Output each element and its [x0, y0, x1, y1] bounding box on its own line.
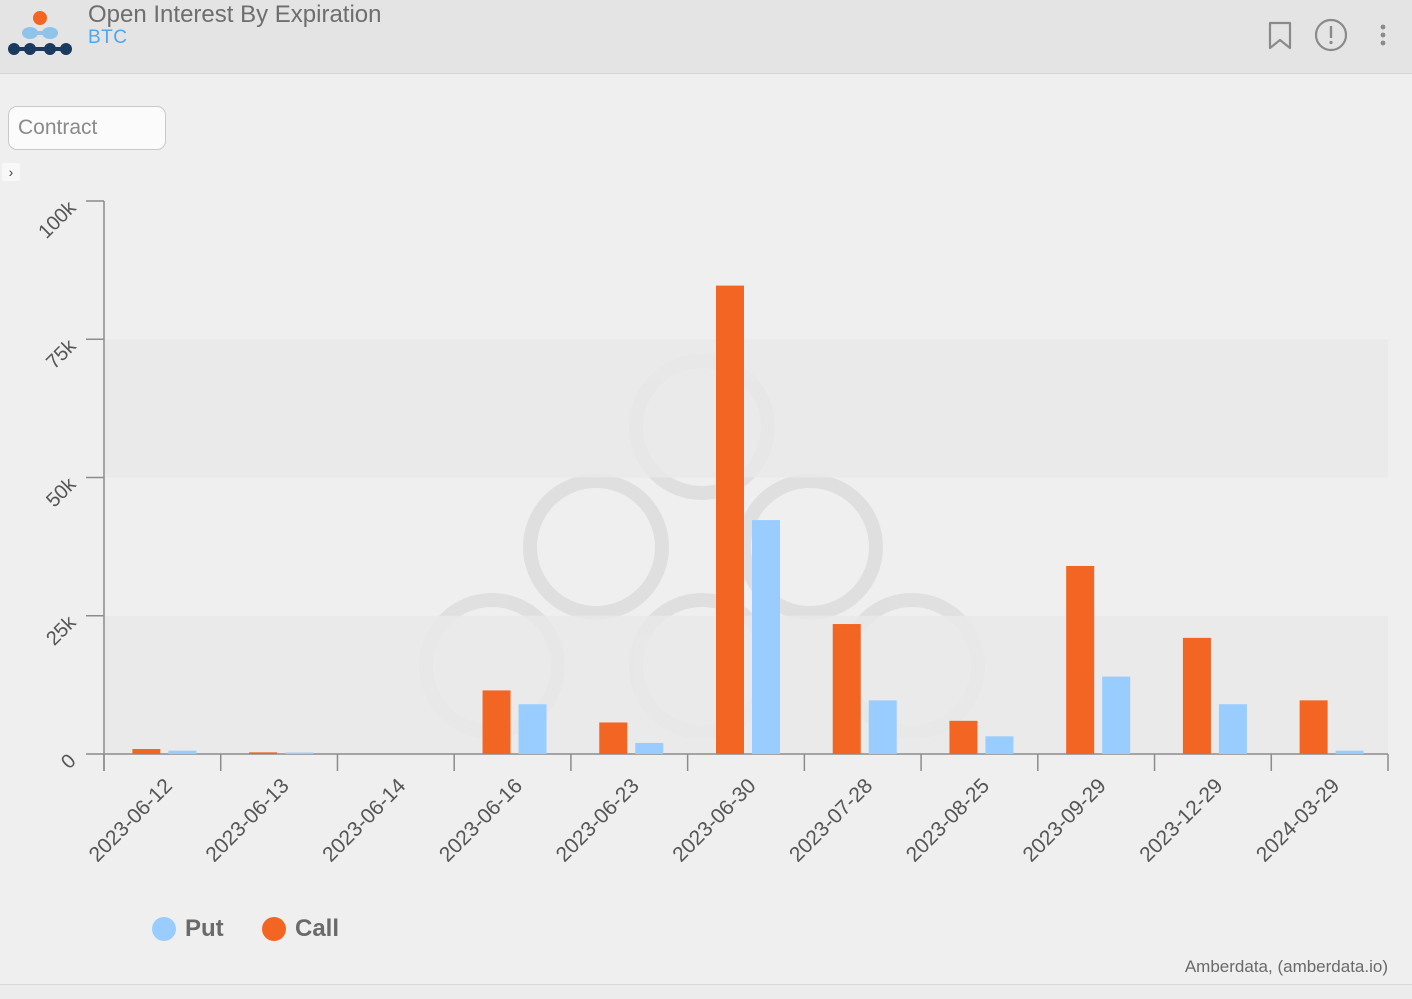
legend-label-put: Put	[185, 915, 224, 942]
bar-call-2023-09-29	[1066, 565, 1095, 754]
x-tick-label: 2023-06-23	[552, 774, 644, 866]
bar-put-2023-12-29	[1218, 704, 1247, 754]
chevron-right-icon[interactable]: ›	[2, 163, 20, 181]
bar-call-2023-06-30	[716, 285, 744, 754]
call-swatch	[262, 917, 286, 941]
panel-header: Open Interest By Expiration BTC	[0, 0, 1412, 74]
x-axis-ticks: 2023-06-12 2023-06-13 2023-06-14 2023-06-16…	[85, 754, 1389, 866]
bar-call-2023-06-12	[132, 749, 161, 754]
x-tick-label: 2023-09-29	[1018, 774, 1110, 866]
bar-put-2023-06-16	[518, 704, 547, 754]
x-tick-label: 2023-06-16	[435, 774, 527, 866]
chart-bars	[132, 285, 1364, 754]
x-tick-label: 2023-08-25	[902, 774, 994, 866]
bar-call-2023-06-16	[482, 690, 511, 754]
bar-call-2024-03-29	[1299, 700, 1328, 754]
x-tick-label: 2023-06-30	[668, 774, 760, 866]
bar-put-2023-07-28	[868, 700, 897, 754]
contract-filter-input[interactable]	[8, 106, 166, 150]
bar-call-2023-12-29	[1182, 637, 1211, 754]
bar-put-2023-06-13	[285, 752, 314, 754]
amberdata-logo	[8, 11, 72, 55]
bar-put-2023-08-25	[985, 736, 1014, 754]
bar-put-2023-09-29	[1102, 676, 1131, 754]
bar-put-2023-06-30	[752, 520, 780, 754]
bottom-bar	[0, 984, 1412, 999]
bar-call-2023-06-23	[599, 722, 628, 754]
data-source-credit: Amberdata, (amberdata.io)	[1184, 957, 1388, 976]
chart-bands	[104, 339, 1388, 754]
y-tick-label: 75k	[42, 335, 81, 374]
x-tick-label: 2023-06-12	[85, 774, 177, 866]
x-tick-label: 2024-03-29	[1252, 774, 1344, 866]
x-tick-label: 2023-06-14	[318, 774, 410, 866]
page-title: Open Interest By Expiration	[88, 1, 382, 28]
bar-call-2023-08-25	[949, 720, 978, 754]
x-tick-label: 2023-06-13	[201, 774, 293, 866]
chart-band	[104, 339, 1388, 478]
y-tick-label: 25k	[42, 611, 81, 650]
chart-band	[104, 615, 1388, 754]
bar-call-2023-07-28	[832, 624, 861, 754]
y-tick-label: 0	[57, 750, 80, 773]
put-swatch	[152, 917, 176, 941]
y-axis-ticks: 0 25k 50k 75k 100k	[34, 196, 104, 773]
x-tick-label: 2023-12-29	[1135, 774, 1227, 866]
y-tick-label: 100k	[34, 196, 81, 243]
alert-circle-icon[interactable]	[1314, 18, 1348, 52]
bookmark-icon[interactable]	[1263, 18, 1297, 52]
bar-put-2023-06-23	[635, 742, 664, 754]
more-vertical-icon[interactable]	[1366, 18, 1400, 52]
bar-put-2024-03-29	[1335, 750, 1364, 754]
bar-call-2023-06-13	[249, 752, 278, 754]
legend-label-call: Call	[295, 915, 340, 942]
x-tick-label: 2023-07-28	[785, 774, 877, 866]
bar-put-2023-06-12	[168, 750, 197, 754]
asset-label: BTC	[88, 27, 128, 48]
y-tick-label: 50k	[42, 473, 81, 512]
chart-axes	[103, 201, 1388, 771]
